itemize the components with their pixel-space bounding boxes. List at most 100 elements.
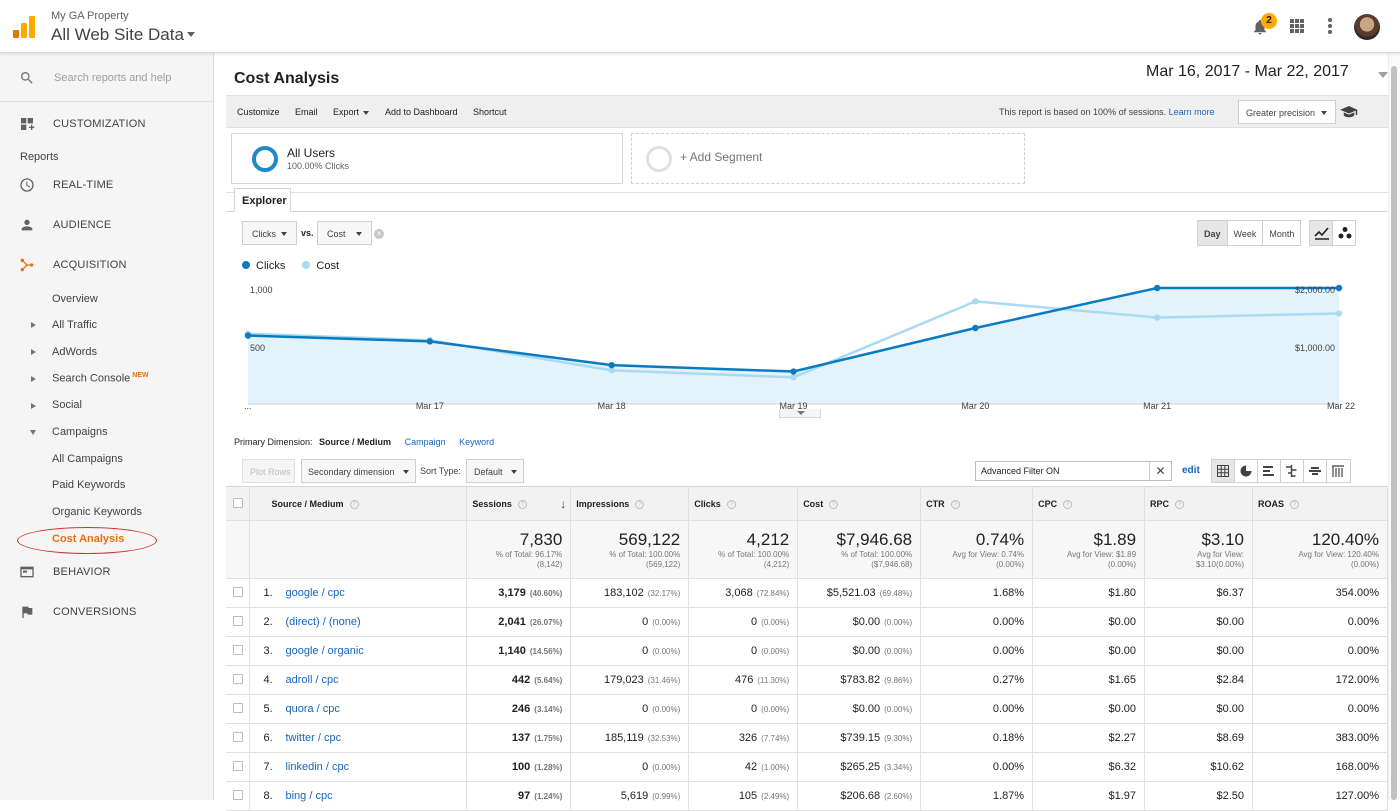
- source-medium-link[interactable]: google / cpc: [285, 587, 345, 599]
- col-clicks[interactable]: Clicks?: [688, 486, 798, 521]
- source-medium-link[interactable]: google / organic: [285, 645, 364, 657]
- sidebar-item-audience[interactable]: AUDIENCE: [0, 215, 213, 235]
- chart-resize-handle[interactable]: [779, 409, 821, 418]
- col-impressions[interactable]: Impressions?: [570, 486, 689, 521]
- precision-select[interactable]: Greater precision: [1238, 100, 1336, 124]
- sidebar-item-campaigns[interactable]: Campaigns: [52, 426, 108, 438]
- expand-triangle-icon[interactable]: [31, 376, 36, 382]
- segment-all-users[interactable]: All Users 100.00% Clicks: [231, 133, 623, 184]
- period-month-button[interactable]: Month: [1269, 229, 1295, 239]
- sidebar-item-paid-keywords[interactable]: Paid Keywords: [52, 479, 126, 491]
- source-medium-link[interactable]: bing / cpc: [285, 790, 333, 802]
- motion-chart-button[interactable]: [1332, 220, 1356, 246]
- notification-badge[interactable]: 2: [1261, 13, 1277, 29]
- row-checkbox[interactable]: [232, 789, 243, 800]
- help-icon[interactable]: ?: [349, 499, 359, 509]
- avatar[interactable]: [1354, 14, 1380, 40]
- source-medium-link[interactable]: linkedin / cpc: [285, 761, 350, 773]
- learn-more-link[interactable]: Learn more: [1168, 107, 1215, 117]
- clear-filter-icon[interactable]: ✕: [1149, 462, 1171, 480]
- email-button[interactable]: Email: [295, 107, 318, 117]
- secondary-dimension-select[interactable]: Secondary dimension: [301, 459, 416, 483]
- col-cost[interactable]: Cost?: [797, 486, 921, 521]
- sidebar-item-social[interactable]: Social: [52, 399, 82, 411]
- col-ctr[interactable]: CTR?: [920, 486, 1033, 521]
- source-medium-link[interactable]: adroll / cpc: [285, 674, 339, 686]
- sort-type-select[interactable]: Default: [466, 459, 524, 483]
- chevron-down-icon[interactable]: [187, 32, 195, 37]
- collapse-triangle-icon[interactable]: [30, 430, 36, 435]
- help-icon[interactable]: ?: [1290, 499, 1299, 509]
- expand-triangle-icon[interactable]: [31, 403, 36, 409]
- row-checkbox[interactable]: [232, 760, 243, 771]
- export-button[interactable]: Export: [333, 107, 370, 117]
- row-checkbox[interactable]: [232, 673, 243, 684]
- row-checkbox[interactable]: [232, 615, 243, 626]
- help-icon[interactable]: ?: [635, 499, 645, 509]
- sidebar-search[interactable]: Search reports and help: [0, 53, 213, 102]
- row-checkbox[interactable]: [232, 702, 243, 713]
- metric1-select[interactable]: Clicks: [242, 221, 297, 245]
- graduation-cap-icon[interactable]: [1340, 106, 1358, 118]
- edit-filter-link[interactable]: edit: [1182, 465, 1200, 476]
- help-icon[interactable]: ?: [1175, 499, 1185, 509]
- col-sessions[interactable]: Sessions? ↓: [466, 486, 571, 521]
- expand-triangle-icon[interactable]: [31, 349, 36, 355]
- dimension-keyword-link[interactable]: Keyword: [459, 437, 495, 447]
- customize-button[interactable]: Customize: [237, 107, 280, 117]
- source-medium-link[interactable]: quora / cpc: [285, 703, 340, 715]
- legend-cost[interactable]: Cost: [302, 260, 339, 272]
- more-vert-icon[interactable]: [1328, 18, 1332, 34]
- plot-rows-button[interactable]: Plot Rows: [242, 459, 295, 483]
- source-medium-link[interactable]: twitter / cpc: [285, 732, 342, 744]
- comparison-view-button[interactable]: [1281, 460, 1304, 482]
- help-icon[interactable]: ?: [950, 499, 960, 509]
- apps-grid-icon[interactable]: [1290, 19, 1304, 33]
- metric2-select[interactable]: Cost: [317, 221, 372, 245]
- period-day-button[interactable]: Day: [1198, 221, 1228, 245]
- add-segment-button[interactable]: + Add Segment: [631, 133, 1025, 184]
- performance-view-button[interactable]: [1258, 460, 1281, 482]
- sidebar-item-all-traffic[interactable]: All Traffic: [52, 319, 98, 331]
- tab-explorer[interactable]: Explorer: [234, 188, 291, 212]
- analytics-logo[interactable]: [13, 16, 35, 38]
- select-all-checkbox[interactable]: [232, 497, 243, 508]
- sidebar-item-conversions[interactable]: CONVERSIONS: [0, 602, 213, 622]
- term-cloud-view-button[interactable]: [1304, 460, 1327, 482]
- sidebar-item-behavior[interactable]: BEHAVIOR: [0, 562, 213, 582]
- chevron-down-icon[interactable]: [1378, 72, 1388, 78]
- sidebar-item-search-console[interactable]: Search Console NEW: [52, 372, 149, 385]
- sidebar-item-overview[interactable]: Overview: [52, 293, 98, 305]
- sort-desc-icon[interactable]: ↓: [560, 497, 567, 511]
- dimension-campaign-link[interactable]: Campaign: [404, 437, 446, 447]
- filter-input[interactable]: Advanced Filter ON ✕: [975, 461, 1172, 481]
- line-chart-button[interactable]: [1309, 220, 1333, 246]
- sidebar-item-acquisition[interactable]: ACQUISITION: [0, 255, 213, 275]
- scrollbar-thumb[interactable]: [1391, 66, 1397, 800]
- help-icon[interactable]: ?: [1063, 499, 1073, 509]
- col-roas[interactable]: ROAS?: [1251, 486, 1389, 521]
- data-table-view-button[interactable]: [1212, 460, 1235, 482]
- clear-metric-icon[interactable]: ×: [374, 229, 384, 239]
- date-range-picker[interactable]: Mar 16, 2017 - Mar 22, 2017: [1146, 63, 1391, 88]
- pie-view-button[interactable]: [1235, 460, 1258, 482]
- sidebar-item-realtime[interactable]: REAL-TIME: [0, 175, 213, 195]
- view-selector[interactable]: All Web Site Data: [51, 25, 184, 44]
- sidebar-item-adwords[interactable]: AdWords: [52, 346, 98, 358]
- sidebar-item-customization[interactable]: CUSTOMIZATION: [0, 114, 213, 134]
- legend-clicks[interactable]: Clicks: [242, 260, 285, 272]
- col-cpc[interactable]: CPC?: [1032, 486, 1145, 521]
- shortcut-button[interactable]: Shortcut: [473, 107, 507, 117]
- expand-triangle-icon[interactable]: [31, 322, 36, 328]
- help-icon[interactable]: ?: [829, 499, 839, 509]
- add-to-dashboard-button[interactable]: Add to Dashboard: [385, 107, 458, 117]
- sidebar-item-all-campaigns[interactable]: All Campaigns: [52, 453, 123, 465]
- search-input[interactable]: Search reports and help: [54, 72, 172, 84]
- row-checkbox[interactable]: [232, 586, 243, 597]
- help-icon[interactable]: ?: [517, 499, 527, 509]
- col-source-medium[interactable]: Source / Medium?: [249, 486, 467, 521]
- source-medium-link[interactable]: (direct) / (none): [285, 616, 361, 628]
- help-icon[interactable]: ?: [726, 499, 736, 509]
- row-checkbox[interactable]: [232, 644, 243, 655]
- row-checkbox[interactable]: [232, 731, 243, 742]
